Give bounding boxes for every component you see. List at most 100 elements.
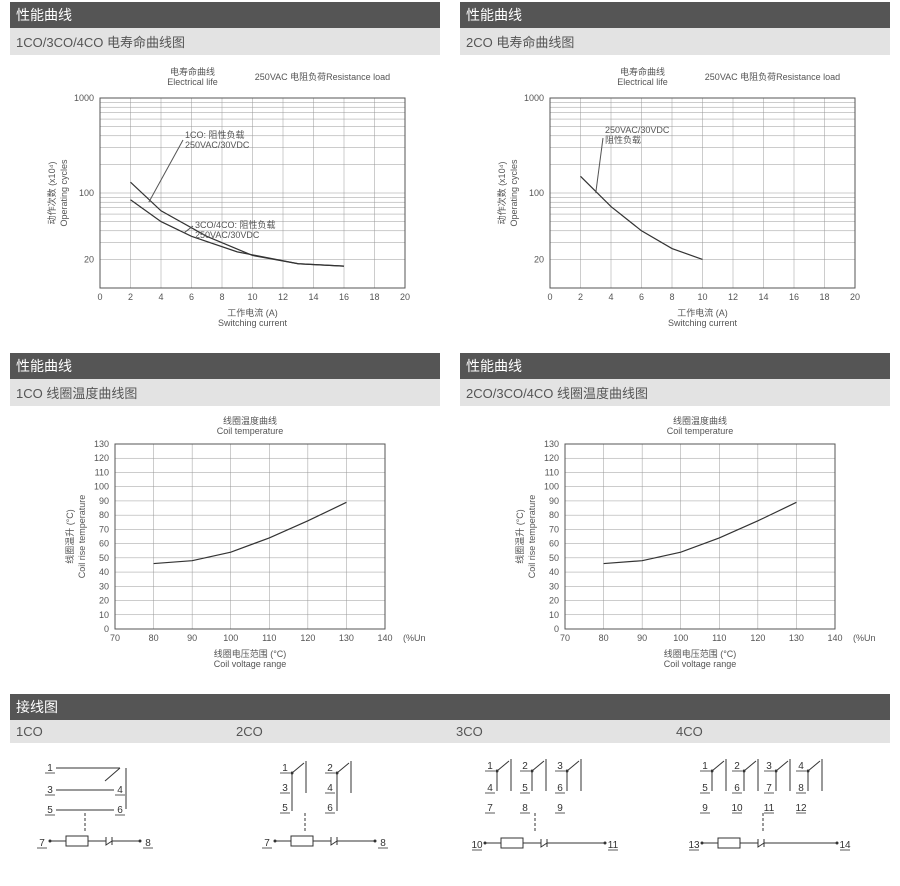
svg-text:动作次数 (x10⁴): 动作次数 (x10⁴) xyxy=(496,162,507,225)
svg-text:Coil rise temperature: Coil rise temperature xyxy=(527,495,537,579)
svg-text:16: 16 xyxy=(339,292,349,302)
svg-text:70: 70 xyxy=(560,633,570,643)
subtitle-temp2: 2CO/3CO/4CO 线圈温度曲线图 xyxy=(460,379,890,406)
svg-text:Operating cycles: Operating cycles xyxy=(509,159,519,227)
svg-text:100: 100 xyxy=(544,482,559,492)
svg-text:9: 9 xyxy=(702,803,708,814)
svg-text:70: 70 xyxy=(99,524,109,534)
svg-text:130: 130 xyxy=(94,439,109,449)
svg-text:10: 10 xyxy=(247,292,257,302)
svg-text:140: 140 xyxy=(377,633,392,643)
svg-text:100: 100 xyxy=(94,482,109,492)
svg-text:14: 14 xyxy=(839,840,851,851)
svg-text:5: 5 xyxy=(282,803,288,814)
svg-text:80: 80 xyxy=(149,633,159,643)
svg-text:7: 7 xyxy=(487,803,493,814)
chart-temp1: 线圈温度曲线Coil temperature010203040506070809… xyxy=(10,414,440,684)
svg-text:10: 10 xyxy=(731,803,743,814)
svg-text:1000: 1000 xyxy=(524,93,544,103)
svg-text:(%Un): (%Un) xyxy=(853,633,875,643)
svg-text:11: 11 xyxy=(608,840,619,851)
svg-text:10: 10 xyxy=(99,610,109,620)
wiring-1co: 1345678 xyxy=(10,751,220,871)
svg-text:90: 90 xyxy=(549,496,559,506)
svg-text:20: 20 xyxy=(549,596,559,606)
svg-text:250VAC/30VDC: 250VAC/30VDC xyxy=(195,230,260,240)
svg-text:250VAC/30VDC: 250VAC/30VDC xyxy=(605,125,670,135)
svg-text:5: 5 xyxy=(522,783,528,794)
svg-text:100: 100 xyxy=(673,633,688,643)
svg-text:250VAC 电阻负荷Resistance load: 250VAC 电阻负荷Resistance load xyxy=(255,71,390,82)
svg-text:80: 80 xyxy=(599,633,609,643)
svg-text:30: 30 xyxy=(99,581,109,591)
svg-text:13: 13 xyxy=(688,840,700,851)
svg-text:2: 2 xyxy=(522,761,528,772)
wiring-2co-label: 2CO xyxy=(230,720,450,743)
svg-text:0: 0 xyxy=(104,624,109,634)
svg-text:4: 4 xyxy=(487,783,493,794)
wiring-1co-label: 1CO xyxy=(10,720,230,743)
svg-text:7: 7 xyxy=(766,783,772,794)
svg-text:3: 3 xyxy=(47,785,53,796)
wiring-3co-label: 3CO xyxy=(450,720,670,743)
svg-text:60: 60 xyxy=(99,539,109,549)
chart-temp2: 线圈温度曲线Coil temperature010203040506070809… xyxy=(460,414,890,684)
svg-text:1: 1 xyxy=(282,763,288,774)
svg-text:线圈温度曲线: 线圈温度曲线 xyxy=(223,415,277,426)
svg-text:6: 6 xyxy=(557,783,563,794)
svg-text:线圈温升 (°C): 线圈温升 (°C) xyxy=(64,509,75,564)
svg-text:100: 100 xyxy=(79,188,94,198)
svg-text:工作电流 (A): 工作电流 (A) xyxy=(677,307,728,318)
svg-text:Coil voltage range: Coil voltage range xyxy=(664,659,737,669)
svg-text:100: 100 xyxy=(529,188,544,198)
svg-text:4: 4 xyxy=(117,785,123,796)
subtitle-life2: 2CO 电寿命曲线图 xyxy=(460,28,890,55)
svg-text:2: 2 xyxy=(578,292,583,302)
svg-text:70: 70 xyxy=(110,633,120,643)
svg-text:12: 12 xyxy=(795,803,807,814)
svg-text:30: 30 xyxy=(549,581,559,591)
chart-life2: 电寿命曲线Electrical life250VAC 电阻负荷Resistanc… xyxy=(460,63,890,343)
svg-text:40: 40 xyxy=(99,567,109,577)
svg-text:Coil voltage range: Coil voltage range xyxy=(214,659,287,669)
svg-text:20: 20 xyxy=(99,596,109,606)
svg-text:电寿命曲线: 电寿命曲线 xyxy=(170,66,215,77)
svg-text:16: 16 xyxy=(789,292,799,302)
svg-text:0: 0 xyxy=(97,292,102,302)
svg-text:Coil temperature: Coil temperature xyxy=(217,426,284,436)
svg-text:12: 12 xyxy=(278,292,288,302)
svg-text:4: 4 xyxy=(798,761,804,772)
svg-text:10: 10 xyxy=(697,292,707,302)
wiring-4co: 1592610371148121314 xyxy=(670,751,880,871)
svg-text:7: 7 xyxy=(264,838,270,849)
svg-text:110: 110 xyxy=(545,467,559,477)
svg-text:2: 2 xyxy=(327,763,333,774)
svg-text:线圈电压范围 (°C): 线圈电压范围 (°C) xyxy=(664,648,737,659)
svg-text:3CO/4CO: 阻性负载: 3CO/4CO: 阻性负载 xyxy=(195,219,276,230)
subtitle-life1: 1CO/3CO/4CO 电寿命曲线图 xyxy=(10,28,440,55)
svg-text:8: 8 xyxy=(380,838,386,849)
svg-text:6: 6 xyxy=(639,292,644,302)
perf-header-3: 性能曲线 xyxy=(10,353,440,379)
svg-text:20: 20 xyxy=(84,254,94,264)
svg-text:3: 3 xyxy=(282,783,288,794)
svg-text:4: 4 xyxy=(327,783,333,794)
svg-text:阻性负载: 阻性负载 xyxy=(605,134,641,145)
svg-text:6: 6 xyxy=(117,805,123,816)
svg-text:2: 2 xyxy=(734,761,740,772)
svg-text:6: 6 xyxy=(734,783,740,794)
svg-text:250VAC/30VDC: 250VAC/30VDC xyxy=(185,140,250,150)
svg-text:18: 18 xyxy=(819,292,829,302)
svg-text:线圈温升 (°C): 线圈温升 (°C) xyxy=(514,509,525,564)
svg-text:110: 110 xyxy=(712,633,726,643)
wiring-header: 接线图 xyxy=(10,694,890,720)
svg-text:7: 7 xyxy=(39,838,45,849)
svg-text:90: 90 xyxy=(187,633,197,643)
perf-header-4: 性能曲线 xyxy=(460,353,890,379)
svg-text:(%Un): (%Un) xyxy=(403,633,425,643)
svg-text:8: 8 xyxy=(219,292,224,302)
svg-text:80: 80 xyxy=(549,510,559,520)
svg-text:80: 80 xyxy=(99,510,109,520)
svg-text:110: 110 xyxy=(95,467,109,477)
svg-text:3: 3 xyxy=(766,761,772,772)
